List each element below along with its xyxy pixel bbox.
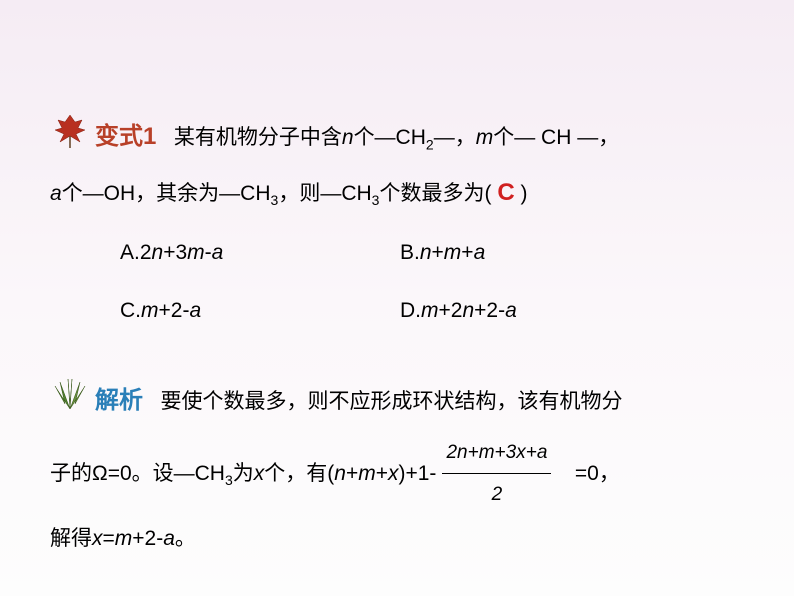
slide-content: 变式1 某有机物分子中含n个—CH2—，m个— CH —， a个—OH，其余为—… [0, 0, 794, 562]
analysis-block: 解析 要使个数最多，则不应形成环状结构，该有机物分 子的Ω=0。设—CH3为x个… [50, 374, 744, 562]
variant-label: 变式1 [95, 123, 156, 150]
option-a: A.2n+3m-a [120, 230, 400, 276]
analysis-line1: 解析 要使个数最多，则不应形成环状结构，该有机物分 [50, 374, 744, 431]
option-b: B.n+m+a [400, 230, 485, 276]
grass-icon [50, 374, 90, 431]
question-line2: a个—OH，其余为—CH3，则—CH3个数最多为( C ) [50, 167, 744, 220]
option-row-1: A.2n+3m-a B.n+m+a [120, 230, 744, 276]
question-line1: 变式1 某有机物分子中含n个—CH2—，m个— CH —， [50, 110, 744, 167]
options-block: A.2n+3m-a B.n+m+a C.m+2-a D.m+2n+2-a [120, 230, 744, 334]
option-row-2: C.m+2-a D.m+2n+2-a [120, 288, 744, 334]
analysis-line3: 解得x=m+2-a。 [50, 516, 744, 562]
answer-mark: C [497, 179, 514, 206]
option-c: C.m+2-a [120, 288, 400, 334]
analysis-label: 解析 [95, 388, 143, 415]
analysis-line2: 子的Ω=0。设—CH3为x个，有(n+m+x)+1-2n+m+3x+a2 =0， [50, 432, 744, 517]
leaf-icon [50, 110, 90, 167]
fraction: 2n+m+3x+a2 [442, 432, 551, 517]
option-d: D.m+2n+2-a [400, 288, 517, 334]
